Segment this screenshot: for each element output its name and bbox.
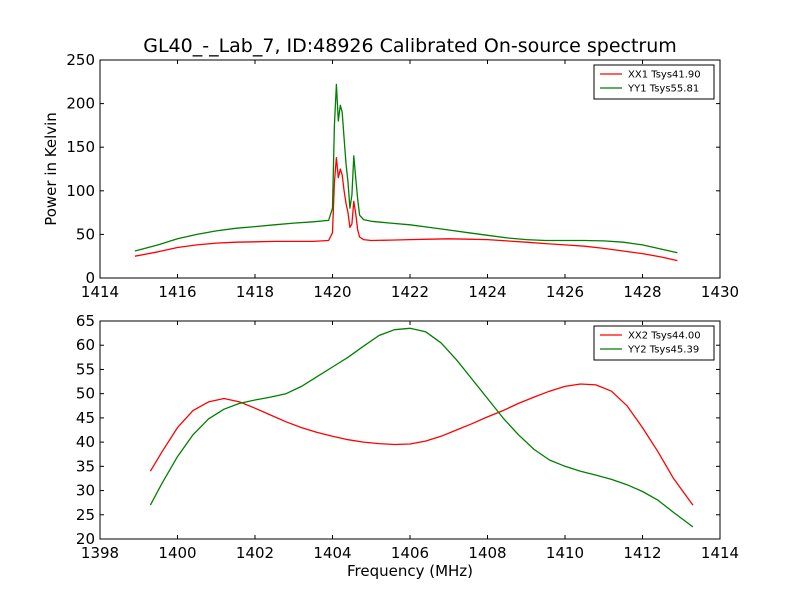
legend: XX2 Tsys44.00 YY2 Tsys45.39 xyxy=(593,325,715,361)
y-tick-label: 45 xyxy=(76,409,95,427)
bottom-panel: 1398 1400 1402 1404 1406 1408 1410 1412 1414 20 25… xyxy=(76,312,739,580)
y-tick-label: 150 xyxy=(66,138,95,156)
legend-entry: XX2 Tsys44.00 xyxy=(628,331,701,342)
figure-title: GL40_-_Lab_7, ID:48926 Calibrated On-sou… xyxy=(143,35,677,57)
legend: XX1 Tsys41.90 YY1 Tsys55.81 xyxy=(593,64,715,100)
y-tick-label: 30 xyxy=(76,482,95,500)
series-line-2-2 xyxy=(149,327,694,528)
x-tick-label: 1422 xyxy=(391,283,429,301)
legend-box xyxy=(593,325,715,361)
x-tick-label: 1408 xyxy=(468,544,506,562)
top-panel: 1414 1416 1418 1420 1422 1424 1426 1428 1430 0 50 1… xyxy=(42,51,739,301)
y-tick-label: 25 xyxy=(76,506,95,524)
y-tick-label: 100 xyxy=(66,182,95,200)
y-tick-label: 40 xyxy=(76,433,95,451)
y-tick-label: 0 xyxy=(85,269,95,287)
series-line-1-1 xyxy=(134,157,678,262)
legend-box xyxy=(593,64,715,100)
series-line-1-2 xyxy=(134,83,678,254)
y-tick-label: 60 xyxy=(76,336,95,354)
x-tick-label: 1430 xyxy=(701,283,739,301)
x-tick-label: 1414 xyxy=(81,283,119,301)
x-tick-label: 1406 xyxy=(391,544,429,562)
y-tick-label: 250 xyxy=(66,51,95,69)
x-tick-label: 1414 xyxy=(701,544,739,562)
x-tick-label: 1412 xyxy=(623,544,661,562)
x-tick-label: 1416 xyxy=(158,283,196,301)
x-tick-label: 1424 xyxy=(468,283,506,301)
x-tick-label: 1400 xyxy=(158,544,196,562)
y-tick-label: 20 xyxy=(76,530,95,548)
legend-entry: XX1 Tsys41.90 xyxy=(628,70,701,81)
x-tick-label: 1398 xyxy=(81,544,119,562)
x-tick-label: 1420 xyxy=(313,283,351,301)
legend-entry: YY1 Tsys55.81 xyxy=(627,84,699,95)
y-tick-label: 50 xyxy=(76,225,95,243)
legend-entry: YY2 Tsys45.39 xyxy=(627,345,699,356)
x-tick-label: 1426 xyxy=(546,283,584,301)
y-tick-label: 35 xyxy=(76,457,95,475)
y-tick-label: 200 xyxy=(66,95,95,113)
y-tick-label: 50 xyxy=(76,385,95,403)
x-tick-label: 1402 xyxy=(236,544,274,562)
x-axis-label: Frequency (MHz) xyxy=(347,562,473,580)
x-tick-label: 1404 xyxy=(313,544,351,562)
y-tick-label: 55 xyxy=(76,360,95,378)
x-tick-label: 1410 xyxy=(546,544,584,562)
x-tick-label: 1418 xyxy=(236,283,274,301)
y-tick-label: 65 xyxy=(76,312,95,330)
y-axis-label: Power in Kelvin xyxy=(42,112,60,226)
series-line-2-1 xyxy=(149,383,694,506)
x-tick-label: 1428 xyxy=(623,283,661,301)
